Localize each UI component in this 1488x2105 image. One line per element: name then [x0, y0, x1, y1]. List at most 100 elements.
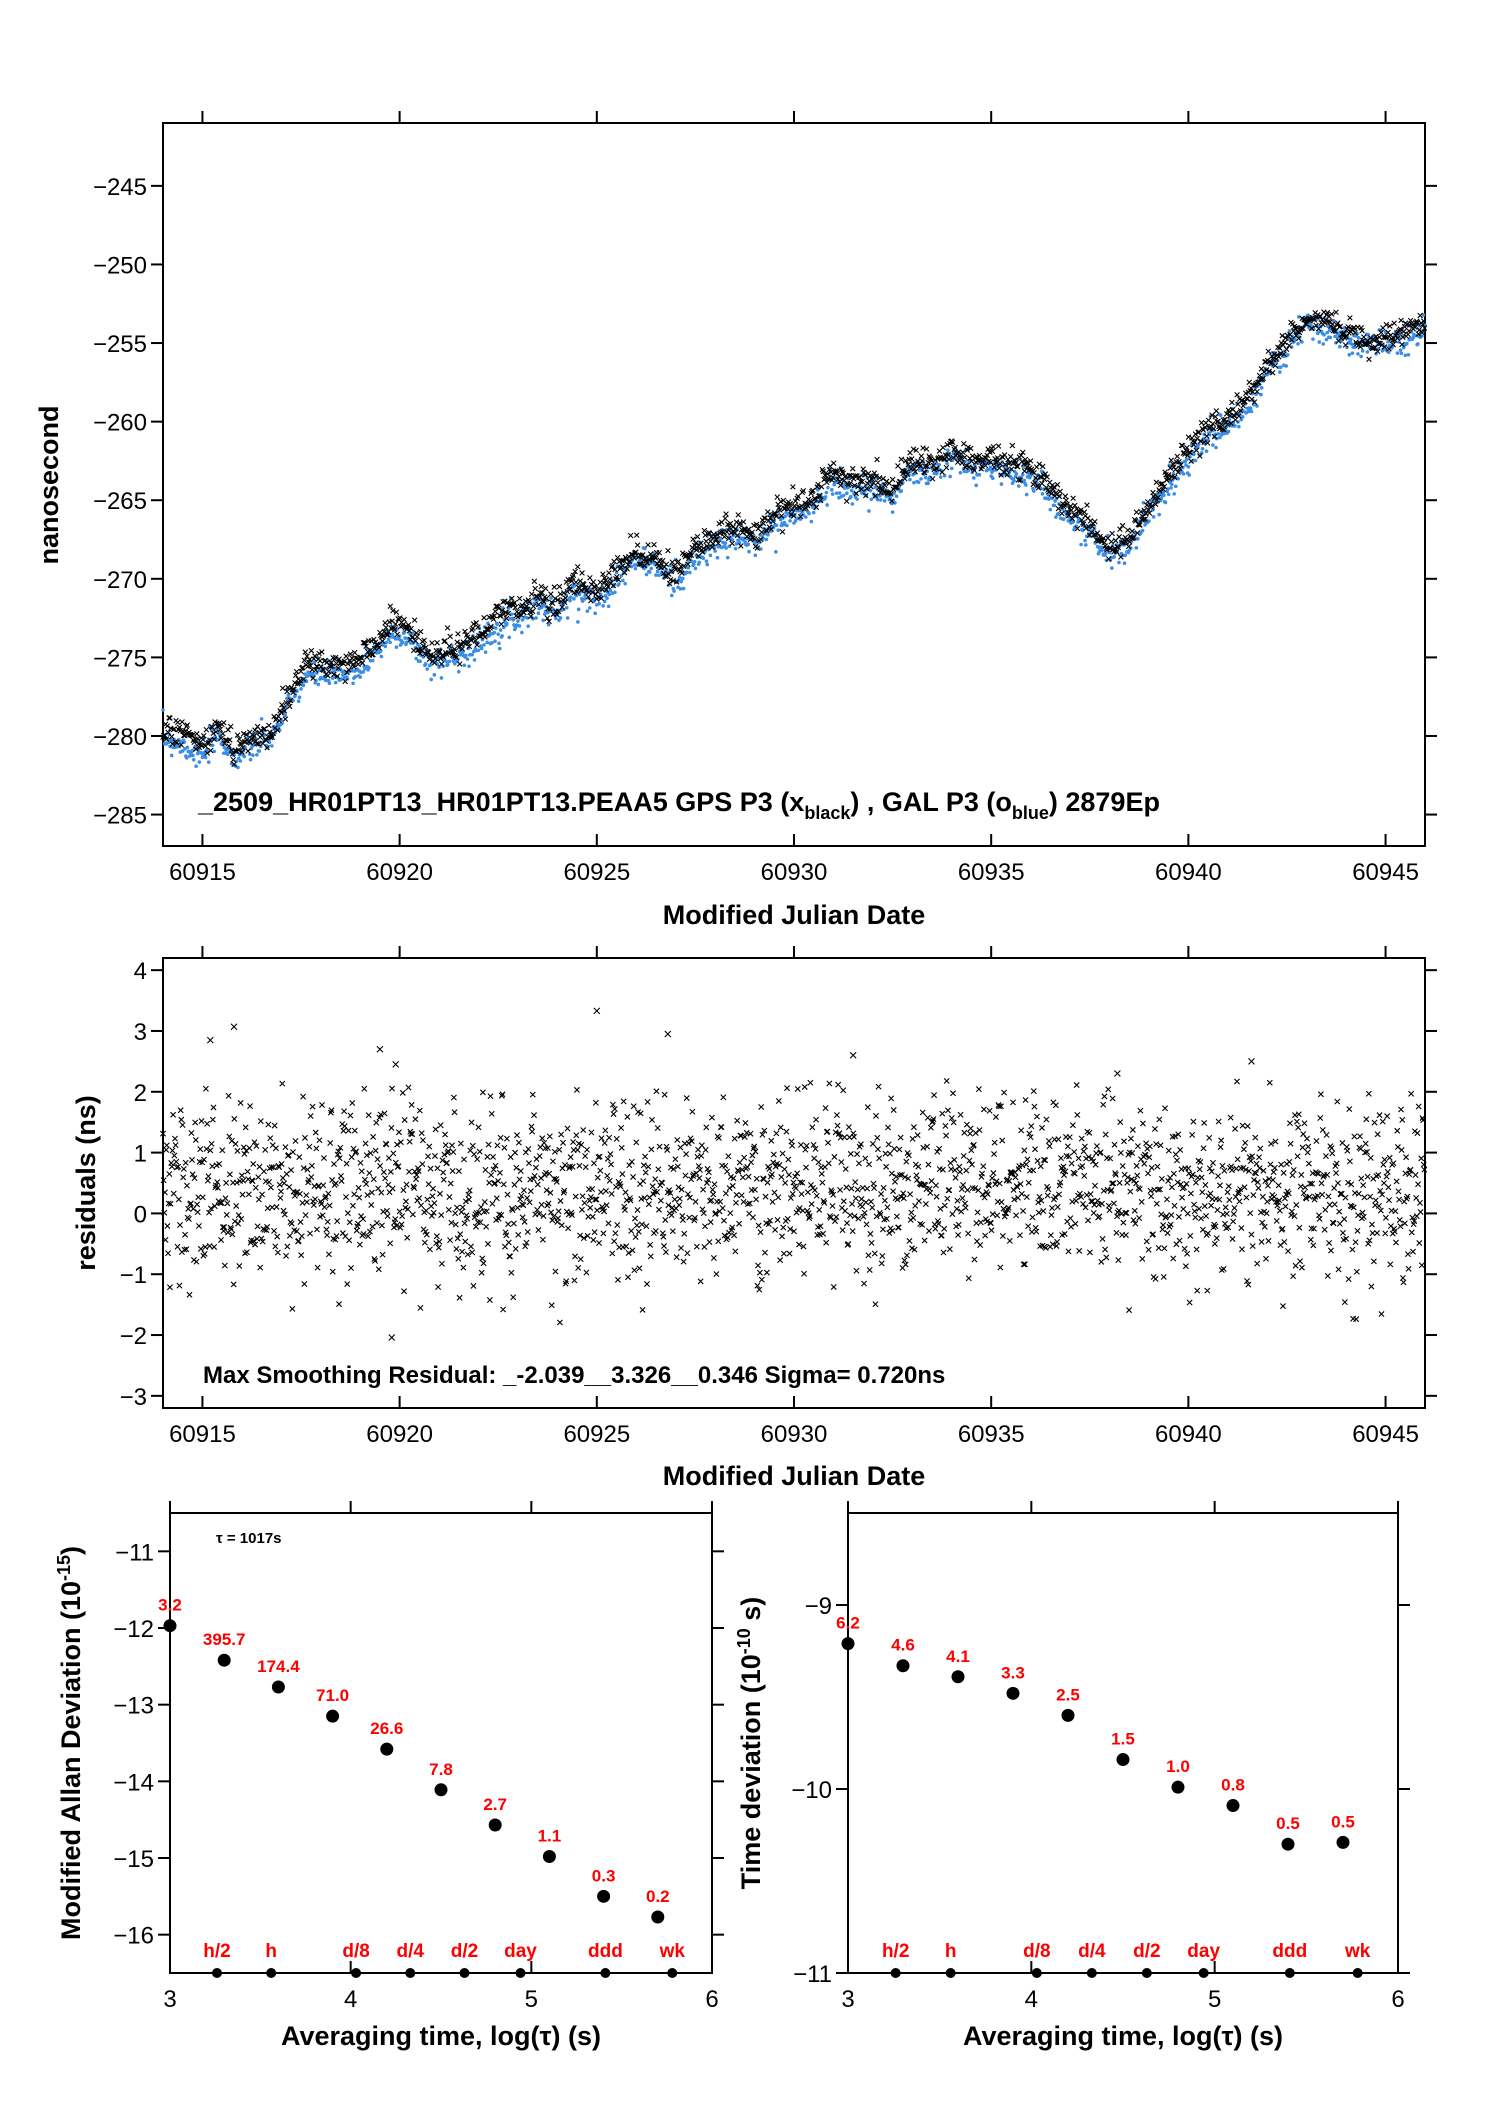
- residual-point: [832, 1218, 839, 1225]
- residual-point: [411, 1185, 418, 1191]
- residual-point: [324, 1232, 331, 1239]
- gps-point: [310, 675, 316, 681]
- gps-point: [387, 603, 394, 610]
- gal-point: [312, 660, 317, 665]
- residual-point: [520, 1187, 527, 1194]
- gal-point: [664, 567, 669, 572]
- gps-point: [1363, 341, 1370, 347]
- residual-point: [240, 1144, 247, 1151]
- residual-point: [1168, 1212, 1175, 1219]
- residual-point: [335, 1148, 342, 1155]
- residual-point: [1110, 1180, 1117, 1187]
- gps-point: [193, 746, 199, 752]
- residual-point: [815, 1159, 822, 1166]
- residual-point: [1270, 1169, 1277, 1176]
- gps-point: [975, 457, 982, 463]
- residual-point: [482, 1166, 489, 1173]
- residual-point: [582, 1153, 589, 1160]
- residual-point: [807, 1079, 814, 1086]
- residual-point: [999, 1233, 1006, 1240]
- residual-point: [1244, 1278, 1251, 1284]
- residual-point: [1345, 1179, 1352, 1186]
- residual-point: [530, 1176, 537, 1183]
- residual-point: [1067, 1215, 1074, 1222]
- gps-point: [536, 593, 543, 599]
- gal-point: [462, 663, 467, 668]
- residual-point: [903, 1252, 910, 1259]
- residual-point: [494, 1142, 501, 1149]
- residual-point: [1112, 1170, 1119, 1177]
- gal-point: [679, 579, 684, 584]
- gps-point: [897, 478, 904, 485]
- residual-point: [1252, 1134, 1259, 1141]
- gps-point: [351, 663, 357, 670]
- residual-point: [464, 1215, 471, 1222]
- gps-point: [240, 744, 246, 751]
- gps-point: [847, 480, 853, 487]
- residual-point: [189, 1156, 196, 1163]
- residual-point: [217, 1200, 224, 1207]
- gal-point: [601, 604, 605, 608]
- gps-point: [431, 660, 438, 666]
- residual-point: [483, 1223, 490, 1230]
- residual-point: [729, 1182, 736, 1189]
- residual-point: [1151, 1125, 1158, 1132]
- residual-point: [1080, 1200, 1086, 1207]
- gps-point: [614, 554, 621, 561]
- residual-point: [534, 1206, 541, 1213]
- gal-point: [605, 596, 609, 601]
- gal-point: [654, 573, 658, 577]
- residual-point: [633, 1139, 640, 1146]
- gal-point: [793, 518, 798, 523]
- residual-point: [1225, 1224, 1232, 1231]
- residual-point: [195, 1222, 202, 1229]
- gps-point: [669, 559, 676, 565]
- gal-point: [485, 640, 489, 645]
- gps-point: [482, 634, 488, 640]
- gps-point: [355, 661, 362, 668]
- residual-point: [912, 1202, 919, 1209]
- residual-point: [635, 1228, 642, 1235]
- gal-point: [733, 546, 738, 551]
- gps-point: [1108, 538, 1115, 545]
- gal-point: [494, 626, 498, 630]
- residual-point: [845, 1124, 852, 1131]
- residual-point: [1057, 1155, 1064, 1162]
- gps-point: [1205, 417, 1212, 424]
- residual-point: [238, 1215, 245, 1222]
- gal-point: [1157, 512, 1161, 517]
- residual-point: [504, 1191, 511, 1198]
- gps-point: [434, 640, 440, 646]
- gps-point: [189, 732, 196, 739]
- gps-point: [220, 719, 227, 726]
- residual-point: [988, 1227, 995, 1234]
- gps-point: [320, 667, 327, 673]
- residual-point: [840, 1198, 847, 1205]
- gps-point: [497, 613, 504, 619]
- residual-point: [192, 1119, 199, 1126]
- gps-point: [408, 625, 414, 632]
- gal-point: [384, 640, 389, 645]
- residual-point: [1179, 1194, 1186, 1201]
- gal-point: [747, 549, 751, 554]
- residual-point: [242, 1124, 249, 1131]
- residual-point: [268, 1164, 275, 1171]
- gps-point: [1283, 346, 1290, 353]
- gal-point: [1204, 449, 1209, 454]
- gps-point: [1191, 439, 1198, 446]
- residual-point: [424, 1196, 431, 1203]
- residual-point: [1295, 1124, 1302, 1131]
- gps-point: [592, 584, 598, 590]
- residual-point: [358, 1168, 365, 1175]
- gps-point: [1185, 434, 1192, 440]
- residual-point: [173, 1158, 180, 1165]
- gps-point: [438, 661, 445, 667]
- gps-point: [1359, 327, 1365, 334]
- gps-point: [266, 722, 272, 729]
- gal-point: [467, 664, 471, 669]
- gps-point: [1275, 344, 1281, 351]
- residual-point: [847, 1212, 854, 1219]
- residual-point: [517, 1168, 524, 1174]
- residual-point: [449, 1142, 455, 1149]
- gal-point: [1173, 484, 1178, 489]
